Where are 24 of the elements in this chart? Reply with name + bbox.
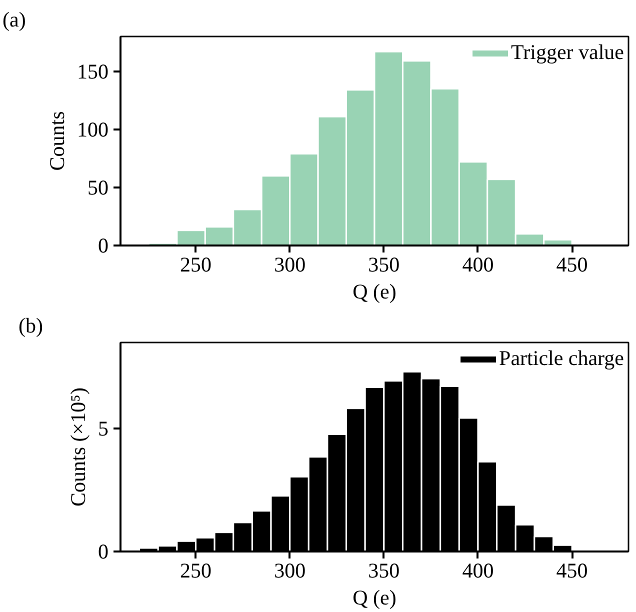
x-axis-title: Q (e) bbox=[352, 280, 396, 304]
x-tick-label: 450 bbox=[556, 252, 588, 276]
x-tick-label: 300 bbox=[274, 252, 306, 276]
x-tick-label: 350 bbox=[368, 558, 400, 582]
y-axis-title: Counts (×10⁵) bbox=[66, 388, 90, 506]
y-tick-label: 150 bbox=[77, 59, 108, 84]
x-tick-label: 350 bbox=[368, 252, 400, 276]
y-tick-label: 100 bbox=[77, 117, 108, 142]
x-tick-label: 300 bbox=[274, 558, 306, 582]
legend-label: Particle charge bbox=[499, 346, 624, 371]
x-axis-title: Q (e) bbox=[352, 586, 396, 610]
text: (b) bbox=[18, 314, 43, 338]
x-tick-label: 250 bbox=[180, 558, 212, 582]
y-tick-label: 0 bbox=[98, 540, 108, 564]
text: (a) bbox=[2, 8, 26, 32]
x-tick-label: 400 bbox=[462, 558, 494, 582]
y-tick-label: 5 bbox=[98, 416, 108, 441]
x-tick-label: 450 bbox=[556, 558, 588, 582]
legend-label: Trigger value bbox=[511, 40, 624, 65]
x-tick-label: 250 bbox=[180, 252, 212, 276]
x-tick-label: 400 bbox=[462, 252, 494, 276]
y-tick-label: 50 bbox=[88, 175, 108, 200]
y-tick-label: 0 bbox=[98, 234, 108, 258]
y-axis-title: Counts bbox=[45, 111, 69, 171]
